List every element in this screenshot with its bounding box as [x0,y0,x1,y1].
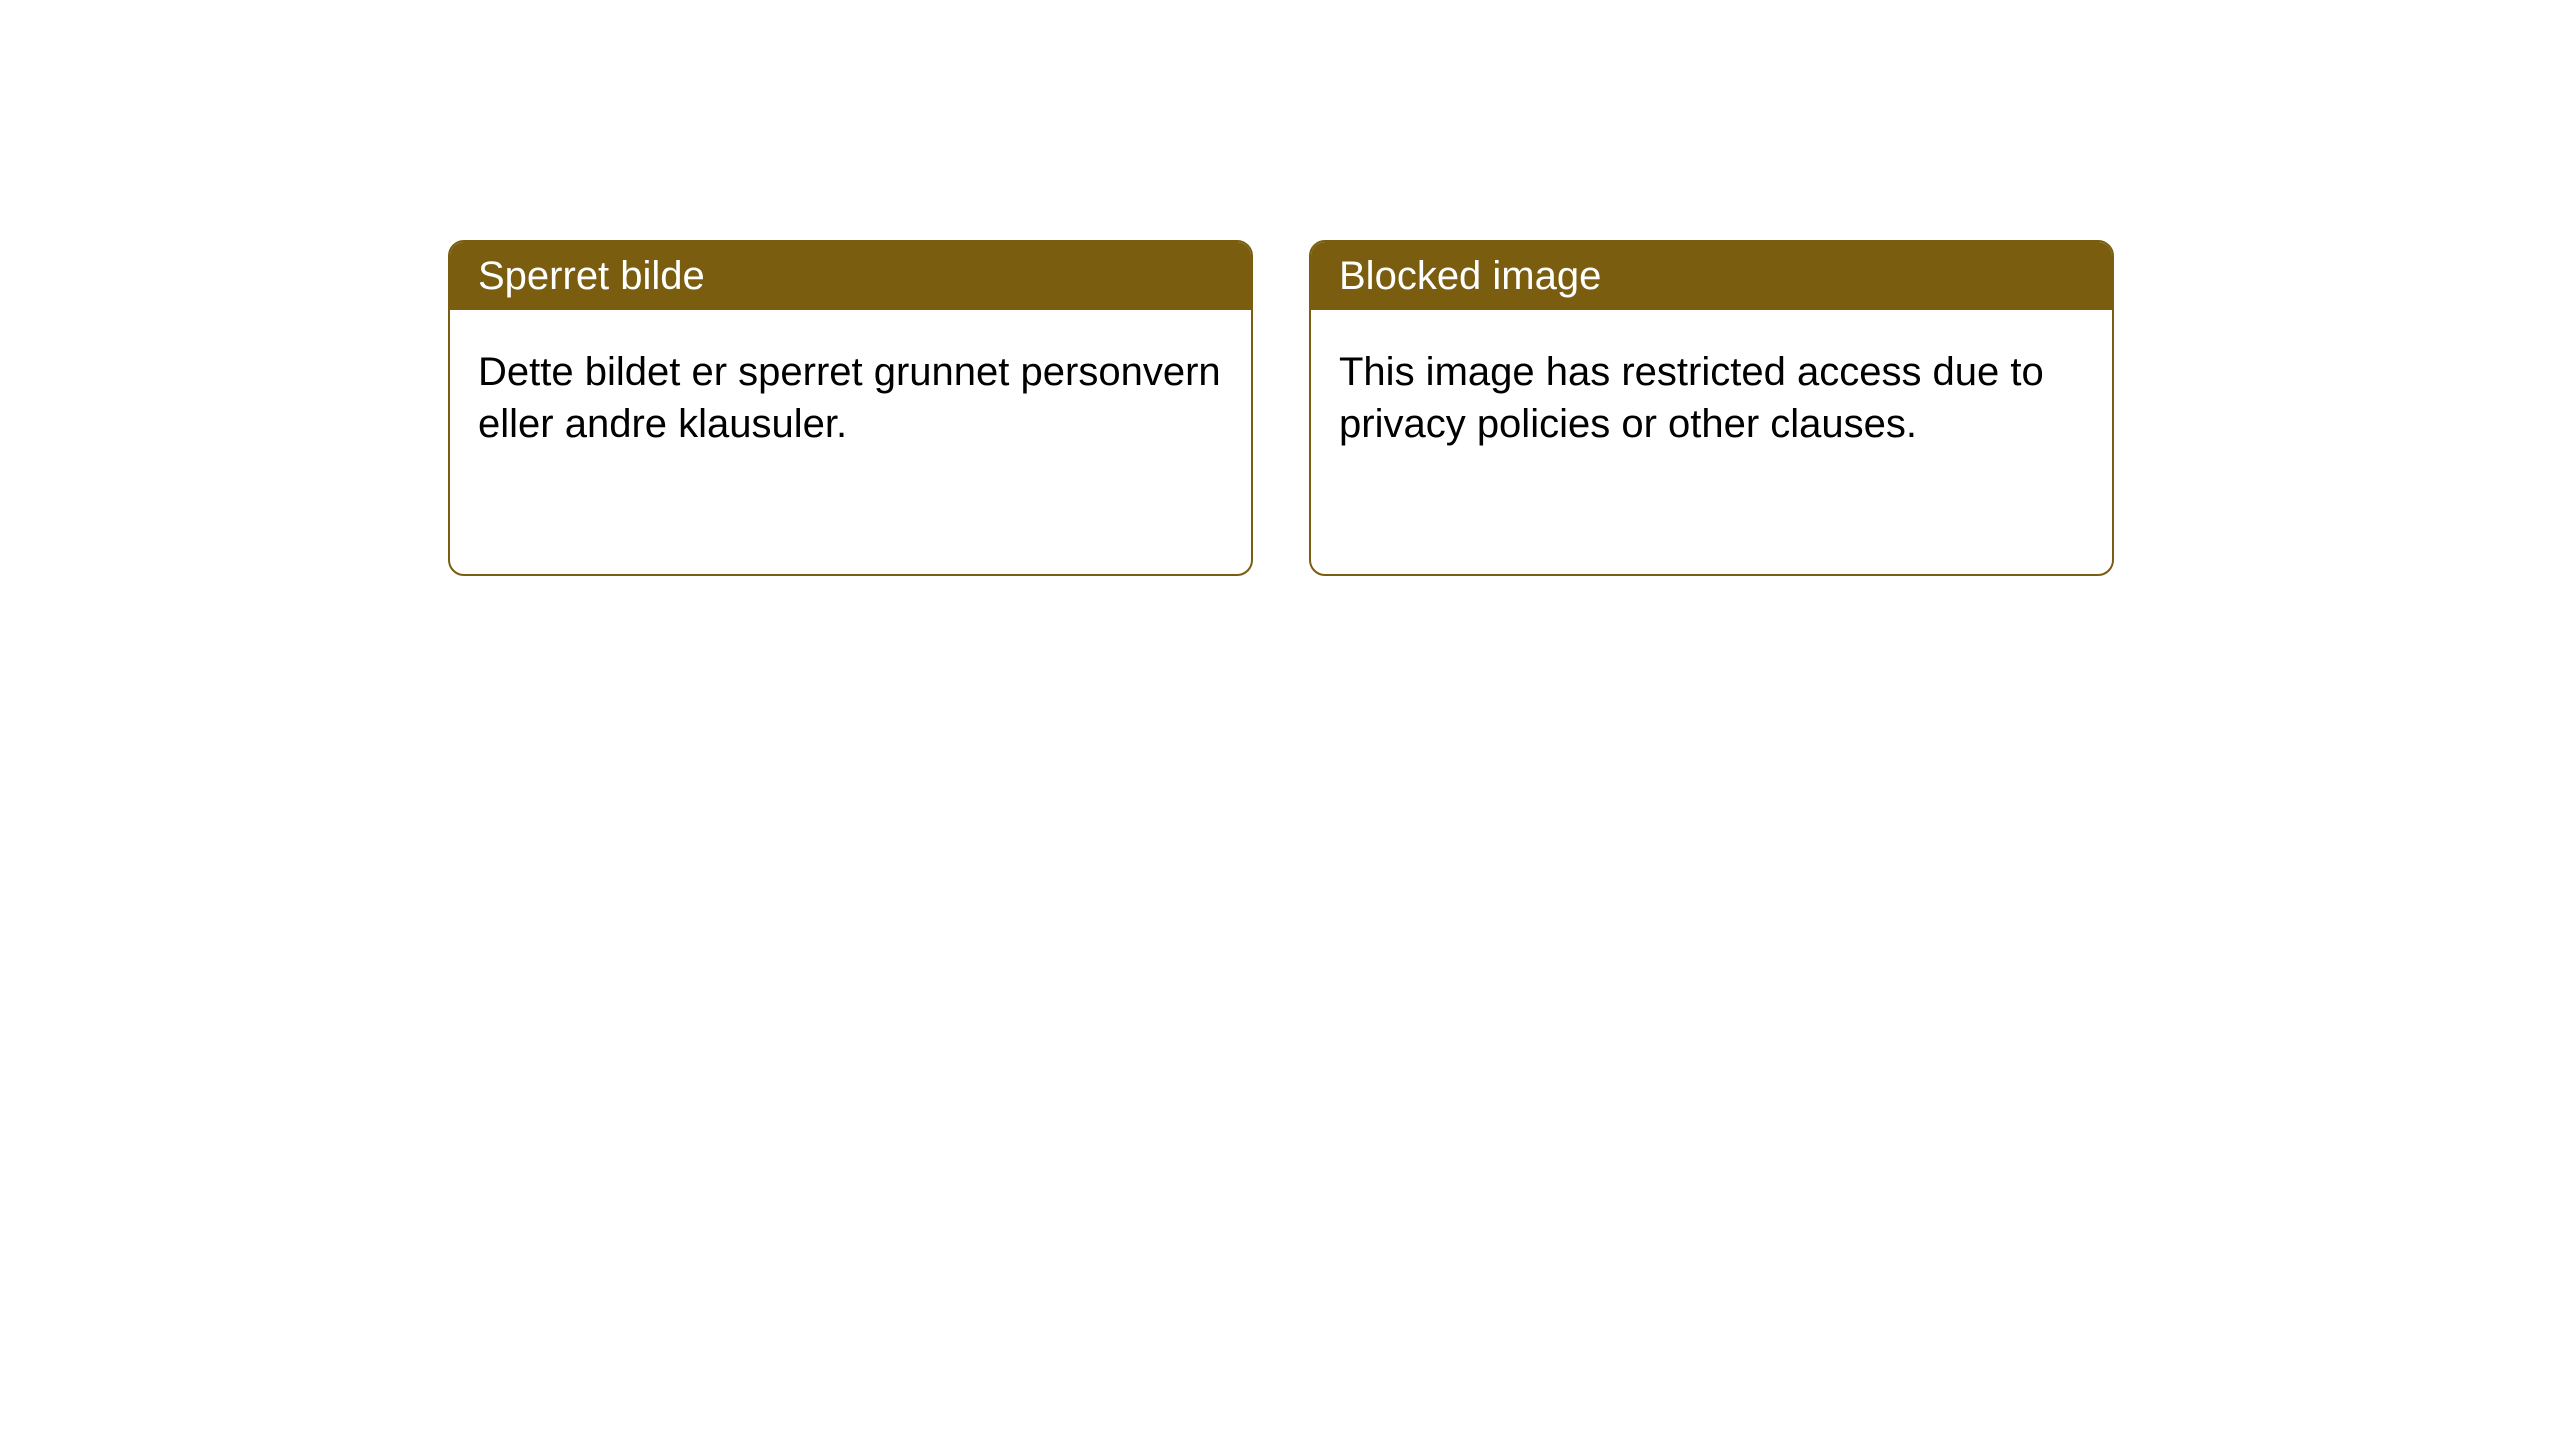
notice-text-norwegian: Dette bildet er sperret grunnet personve… [478,350,1221,446]
notice-body-english: This image has restricted access due to … [1311,310,2112,486]
notice-header-english: Blocked image [1311,242,2112,310]
notice-header-norwegian: Sperret bilde [450,242,1251,310]
notice-title-english: Blocked image [1339,254,1601,298]
notice-title-norwegian: Sperret bilde [478,254,705,298]
notice-card-english: Blocked image This image has restricted … [1309,240,2114,576]
notice-text-english: This image has restricted access due to … [1339,350,2044,446]
notice-card-norwegian: Sperret bilde Dette bildet er sperret gr… [448,240,1253,576]
notice-body-norwegian: Dette bildet er sperret grunnet personve… [450,310,1251,486]
notice-container: Sperret bilde Dette bildet er sperret gr… [0,0,2560,576]
